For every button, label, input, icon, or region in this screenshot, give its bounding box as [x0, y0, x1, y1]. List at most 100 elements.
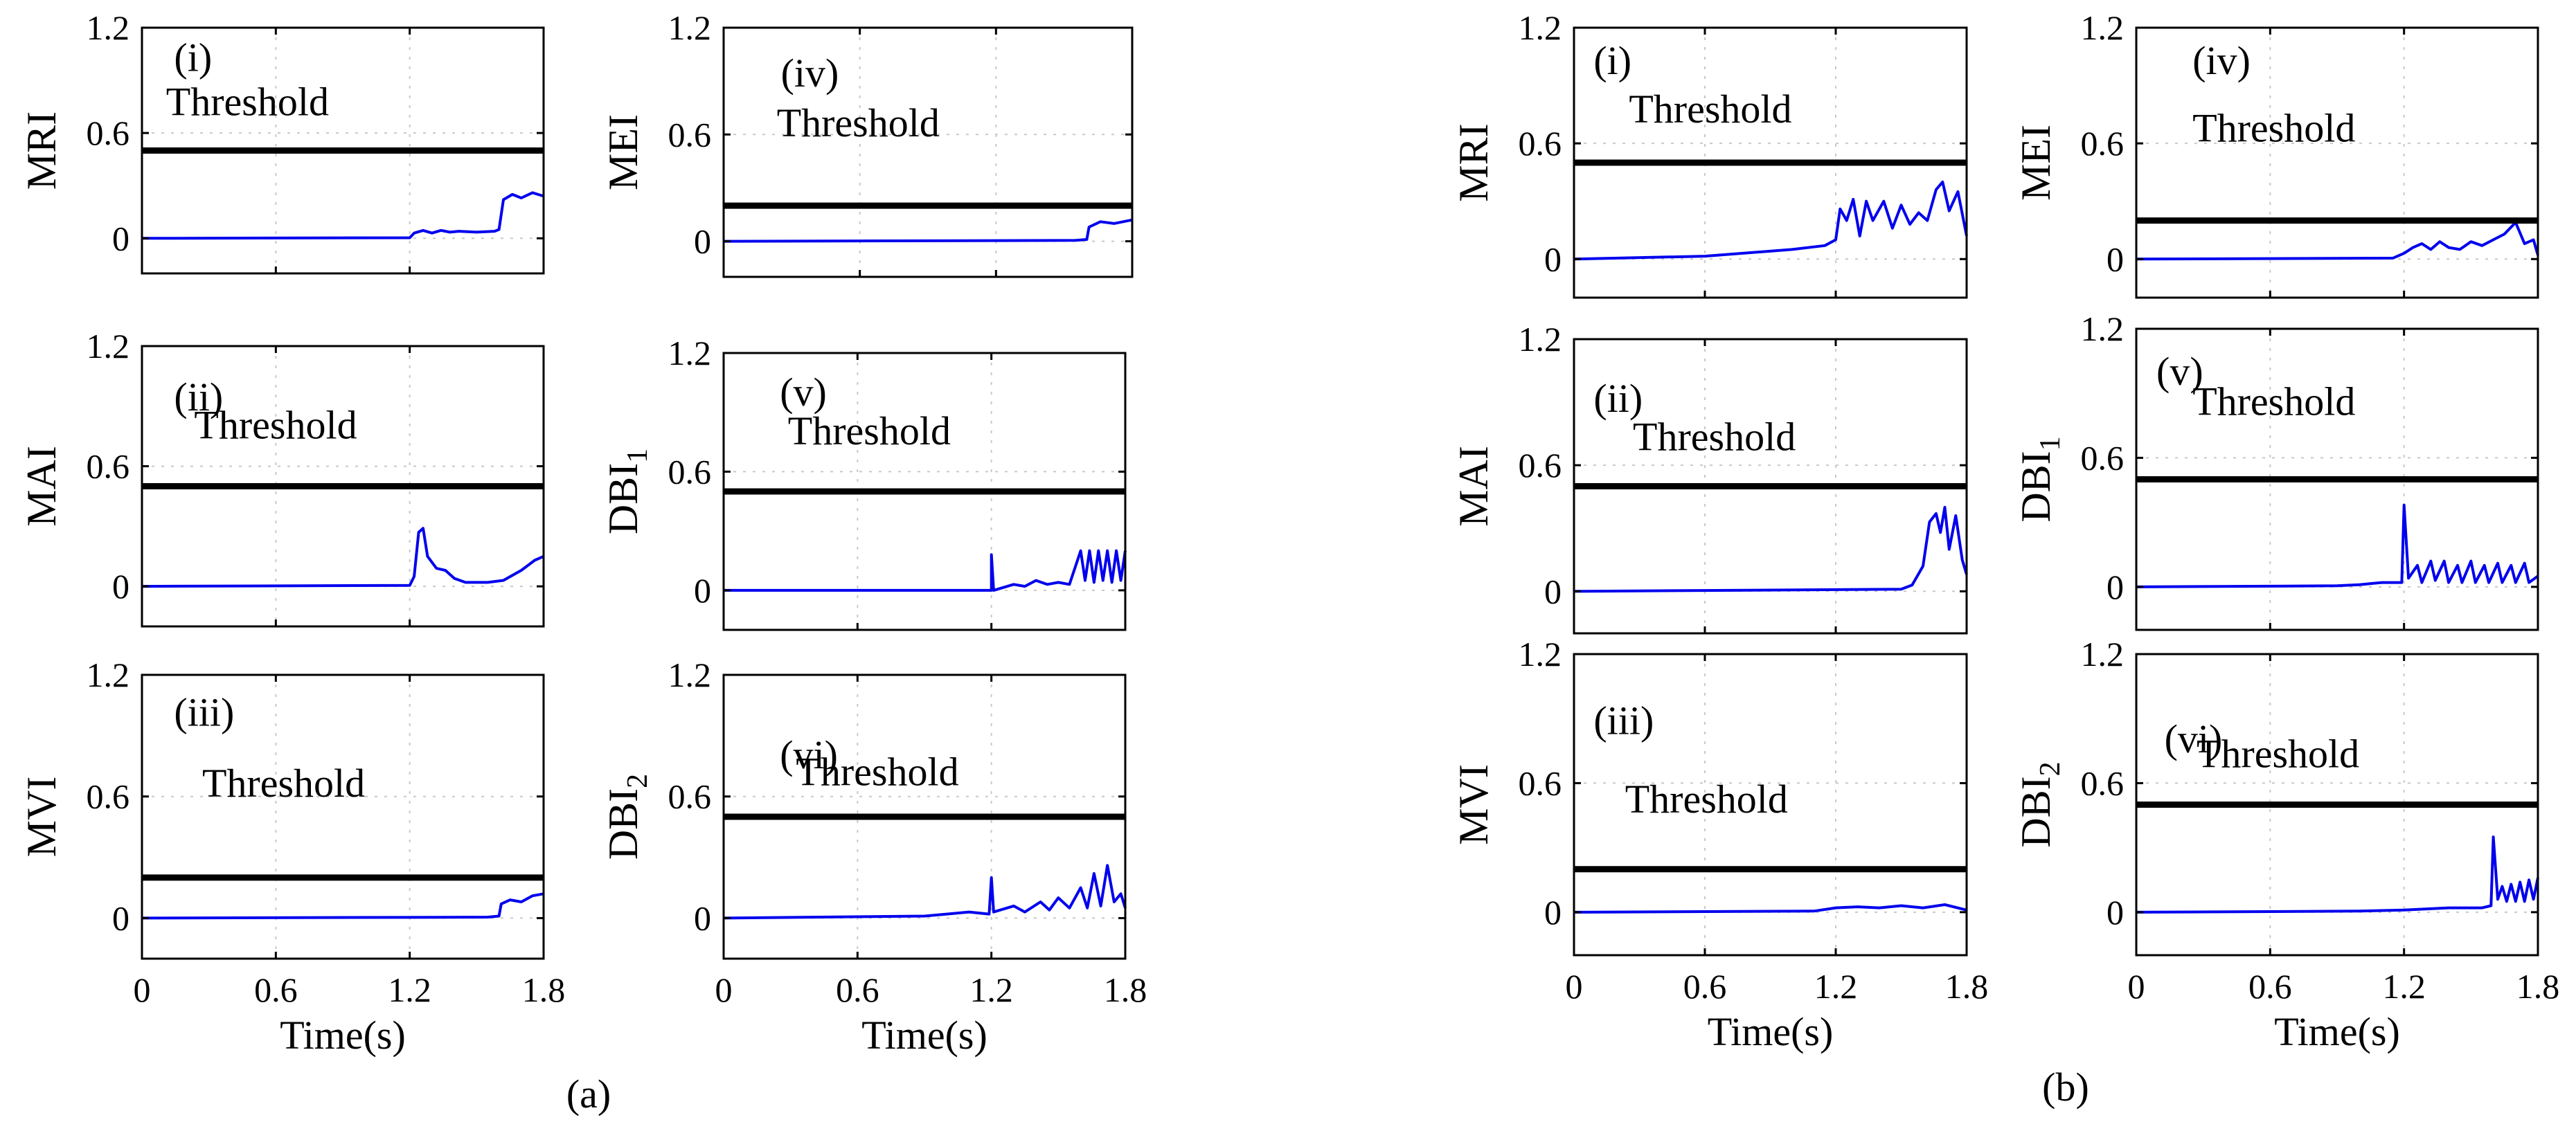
series-line-b-iv [2136, 221, 2539, 261]
y-axis-label-a-vi: DBI2 [600, 774, 654, 860]
series-line-b-v [2136, 503, 2539, 588]
threshold-label-b-vi: Threshold [2197, 732, 2359, 777]
y-axis-label-b-iv: MEI [2013, 125, 2059, 201]
group-caption-a: (a) [566, 1071, 611, 1116]
grid [2136, 329, 2538, 630]
y-tick-label: 0 [112, 898, 129, 937]
y-axis-label-a-i: MRI [19, 111, 64, 190]
panel-label-a-iv: (iv) [781, 51, 839, 96]
x-tick-label: 1.8 [2516, 967, 2560, 1006]
panel-a-iv: 0 0.6 1.2 MEI (iv)Threshold [600, 8, 1134, 278]
y-tick-label: 0.6 [2081, 763, 2125, 802]
plot-frame-b-v [2135, 327, 2539, 631]
y-tick-label: 1.2 [2081, 309, 2125, 348]
panel-b-i: 0 0.6 1.2 MRI (i) Threshold [1451, 8, 1968, 299]
panel-label-b-vi: (vi) [2165, 716, 2223, 761]
y-axis-label-subscript: 1 [2034, 436, 2066, 451]
y-axis-label-text: DBI [2013, 776, 2059, 847]
x-tick-label: 0 [1566, 967, 1583, 1006]
x-axis-label: Time(s) [2274, 1009, 2400, 1054]
y-tick-label: 0.6 [1519, 446, 1562, 485]
y-tick-label: 0.6 [668, 452, 712, 491]
y-tick-label: 1.2 [668, 8, 712, 47]
panel-a-vi: 0 0.6 1.2 0 0.6 1.2 1.8 Time(s) DBI2 (vi)Threshol… [600, 655, 1147, 1058]
threshold-label-b-iv: Threshold [2192, 105, 2355, 150]
y-axis-label-text: DBI [2013, 451, 2059, 522]
series-line-a-i [141, 191, 544, 240]
panel-label-b-ii: (ii) [1593, 376, 1643, 421]
series-line-b-vi [2136, 835, 2539, 914]
y-tick-label: 0 [694, 898, 711, 937]
y-axis-label-b-ii: MAI [1451, 446, 1496, 527]
y-axis-label-text: MAI [19, 446, 64, 527]
plot-frame-a-iii [141, 673, 545, 960]
series-line-a-vi [723, 864, 1127, 920]
y-tick-label: 1.2 [1519, 8, 1562, 47]
panel-a-v: 0 0.6 1.2 DBI1 (v)Threshold [600, 334, 1127, 631]
plot-frame-a-i [141, 26, 545, 275]
y-tick-label: 0.6 [2081, 438, 2125, 477]
grid [142, 346, 544, 626]
group-caption-b: (b) [2042, 1065, 2089, 1110]
y-axis-label-subscript: 2 [622, 774, 654, 788]
y-tick-label: 1.2 [1519, 320, 1562, 359]
y-tick-label: 0.6 [1519, 763, 1562, 802]
x-axis-label: Time(s) [861, 1013, 987, 1058]
y-tick-label: 1.2 [668, 334, 712, 372]
y-tick-label: 0.6 [668, 777, 712, 816]
panel-label-a-v: (v) [780, 370, 827, 415]
panel-label-b-v: (v) [2156, 349, 2203, 394]
y-axis-label-subscript: 2 [2034, 761, 2066, 776]
panel-a-i: 0 0.6 1.2 MRI (i)Threshold [19, 8, 545, 275]
y-tick-label: 0.6 [87, 777, 130, 816]
y-tick-label: 0.6 [87, 447, 130, 486]
x-tick-label: 1.8 [1945, 967, 1989, 1006]
panel-label-b-iii: (iii) [1593, 698, 1654, 743]
y-axis-label-a-ii: MAI [19, 446, 64, 527]
y-axis-label-a-v: DBI1 [600, 449, 654, 534]
y-axis-label-text: MRI [1451, 123, 1496, 201]
threshold-label-b-v: Threshold [2192, 379, 2355, 424]
y-axis-label-subscript: 1 [622, 449, 654, 463]
y-axis-label-a-iv: MEI [600, 114, 646, 190]
y-axis-label-b-iii: MVI [1451, 764, 1496, 845]
y-axis-label-text: MEI [600, 114, 646, 190]
y-axis-label-text: MVI [19, 777, 64, 858]
x-axis-label: Time(s) [280, 1013, 406, 1058]
series-line-a-iv [723, 218, 1133, 243]
y-tick-label: 1.2 [87, 655, 130, 694]
y-tick-label: 0 [694, 571, 711, 610]
x-tick-label: 1.2 [388, 970, 431, 1009]
grid [142, 28, 544, 273]
plot-frame-a-v [722, 352, 1127, 631]
threshold-label-a-i: Threshold [166, 80, 329, 125]
x-tick-label: 0.6 [836, 970, 879, 1009]
threshold-label-a-vi: Threshold [796, 749, 958, 794]
y-tick-label: 1.2 [87, 8, 130, 47]
panel-b-v: 0 0.6 1.2 DBI1 (v)Threshold [2013, 309, 2539, 631]
y-tick-label: 0 [2107, 568, 2124, 606]
y-tick-label: 0 [1544, 239, 1562, 278]
y-axis-label-text: MAI [1451, 446, 1496, 527]
y-tick-label: 0 [2107, 893, 2124, 932]
panel-label-b-iv: (iv) [2192, 38, 2251, 83]
plot-frame-a-ii [141, 345, 545, 628]
threshold-label-a-ii: Threshold [194, 402, 357, 447]
plot-frame-b-iv [2135, 26, 2539, 299]
series-line-b-ii [1573, 505, 1968, 593]
grid [2136, 654, 2538, 955]
y-tick-label: 1.2 [87, 327, 130, 365]
x-tick-label: 1.8 [1104, 970, 1147, 1009]
threshold-label-b-i: Threshold [1629, 87, 1791, 132]
x-tick-label: 0.6 [1683, 967, 1727, 1006]
y-tick-label: 1.2 [1519, 635, 1562, 673]
series-line-b-iii [1573, 903, 1967, 914]
panel-label-a-iii: (iii) [174, 689, 234, 734]
panel-a-ii: 0 0.6 1.2 MAI (ii)Threshold [19, 327, 545, 628]
series-line-a-v [724, 549, 1127, 592]
y-axis-label-b-v: DBI1 [2013, 436, 2066, 522]
y-tick-label: 1.2 [2081, 8, 2125, 47]
y-tick-label: 0 [112, 219, 129, 257]
y-axis-label-a-iii: MVI [19, 777, 64, 858]
